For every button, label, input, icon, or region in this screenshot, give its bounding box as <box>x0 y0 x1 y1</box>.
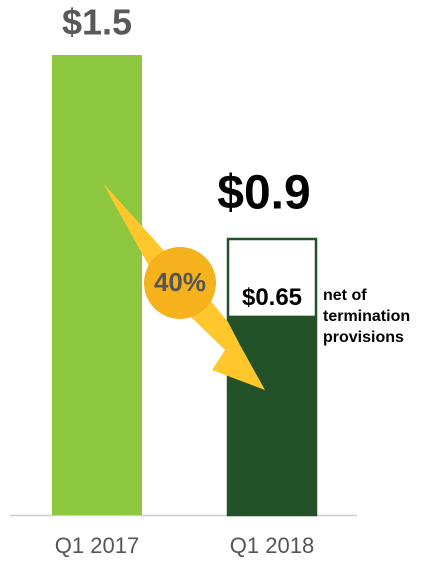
x-tick-label: Q1 2018 <box>230 533 314 558</box>
bar <box>52 55 142 515</box>
net-annotation: net of <box>323 287 367 304</box>
net-annotation: termination <box>323 308 410 325</box>
x-tick-label: Q1 2017 <box>55 533 139 558</box>
value-label: $0.9 <box>217 167 310 220</box>
net-bar <box>227 315 317 515</box>
net-annotation: provisions <box>323 329 404 346</box>
change-badge <box>144 247 216 319</box>
change-label: 40% <box>154 267 206 297</box>
value-label: $1.5 <box>62 2 132 43</box>
net-value-label: $0.65 <box>242 284 302 311</box>
